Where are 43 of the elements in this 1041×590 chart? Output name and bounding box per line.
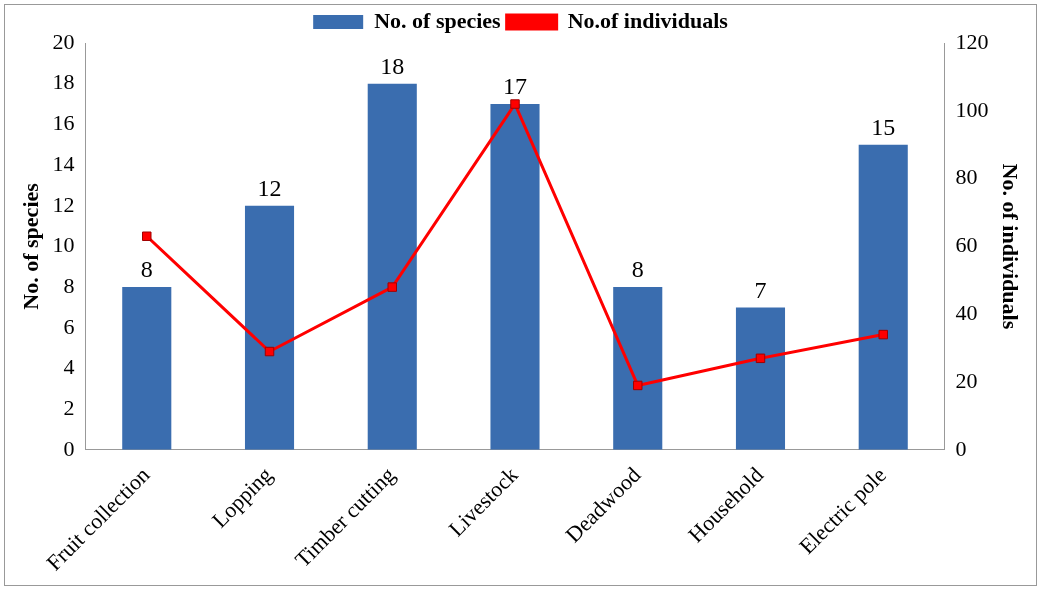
bar (122, 287, 172, 450)
data-label: 15 (871, 114, 896, 141)
y2-tick-label: 80 (955, 164, 978, 190)
point (878, 329, 888, 340)
y2-tick-label: 120 (955, 28, 989, 54)
y-axis-title: No. of species (17, 182, 43, 310)
legend-label: No.of individuals (567, 7, 729, 33)
y-tick-label: 10 (52, 232, 75, 258)
y2-tick-label: 20 (955, 367, 978, 393)
data-label: 18 (380, 52, 405, 79)
data-label: 7 (754, 276, 767, 303)
bar (858, 144, 908, 450)
bar (244, 205, 295, 450)
point (264, 346, 275, 357)
y-tick-label: 2 (63, 394, 75, 420)
y-tick-label: 4 (63, 354, 75, 380)
point (142, 231, 152, 241)
y2-tick-label: 100 (955, 96, 989, 122)
legend-label: No. of species (374, 7, 502, 33)
point (510, 99, 520, 109)
y-tick-label: 14 (52, 150, 75, 176)
y2-tick-label: 40 (955, 300, 978, 326)
bar (735, 307, 786, 450)
y2-tick-label: 0 (955, 435, 967, 461)
bar (490, 104, 540, 450)
data-label: 8 (140, 256, 153, 283)
point (633, 380, 643, 391)
point (387, 282, 397, 292)
y-tick-label: 16 (52, 110, 75, 136)
bar (367, 83, 417, 450)
data-label: 8 (631, 256, 644, 283)
y-tick-label: 18 (52, 69, 75, 95)
y-tick-label: 12 (52, 191, 75, 217)
point (755, 353, 766, 364)
y-tick-label: 20 (52, 28, 75, 54)
y2-axis-title: No. of individuals (998, 163, 1024, 330)
y-tick-label: 8 (63, 272, 75, 298)
y2-tick-label: 60 (955, 232, 978, 258)
data-label: 17 (503, 73, 527, 100)
y-tick-label: 0 (63, 435, 75, 461)
data-label: 12 (257, 175, 282, 202)
bar (613, 287, 663, 450)
y-tick-label: 6 (63, 313, 75, 339)
